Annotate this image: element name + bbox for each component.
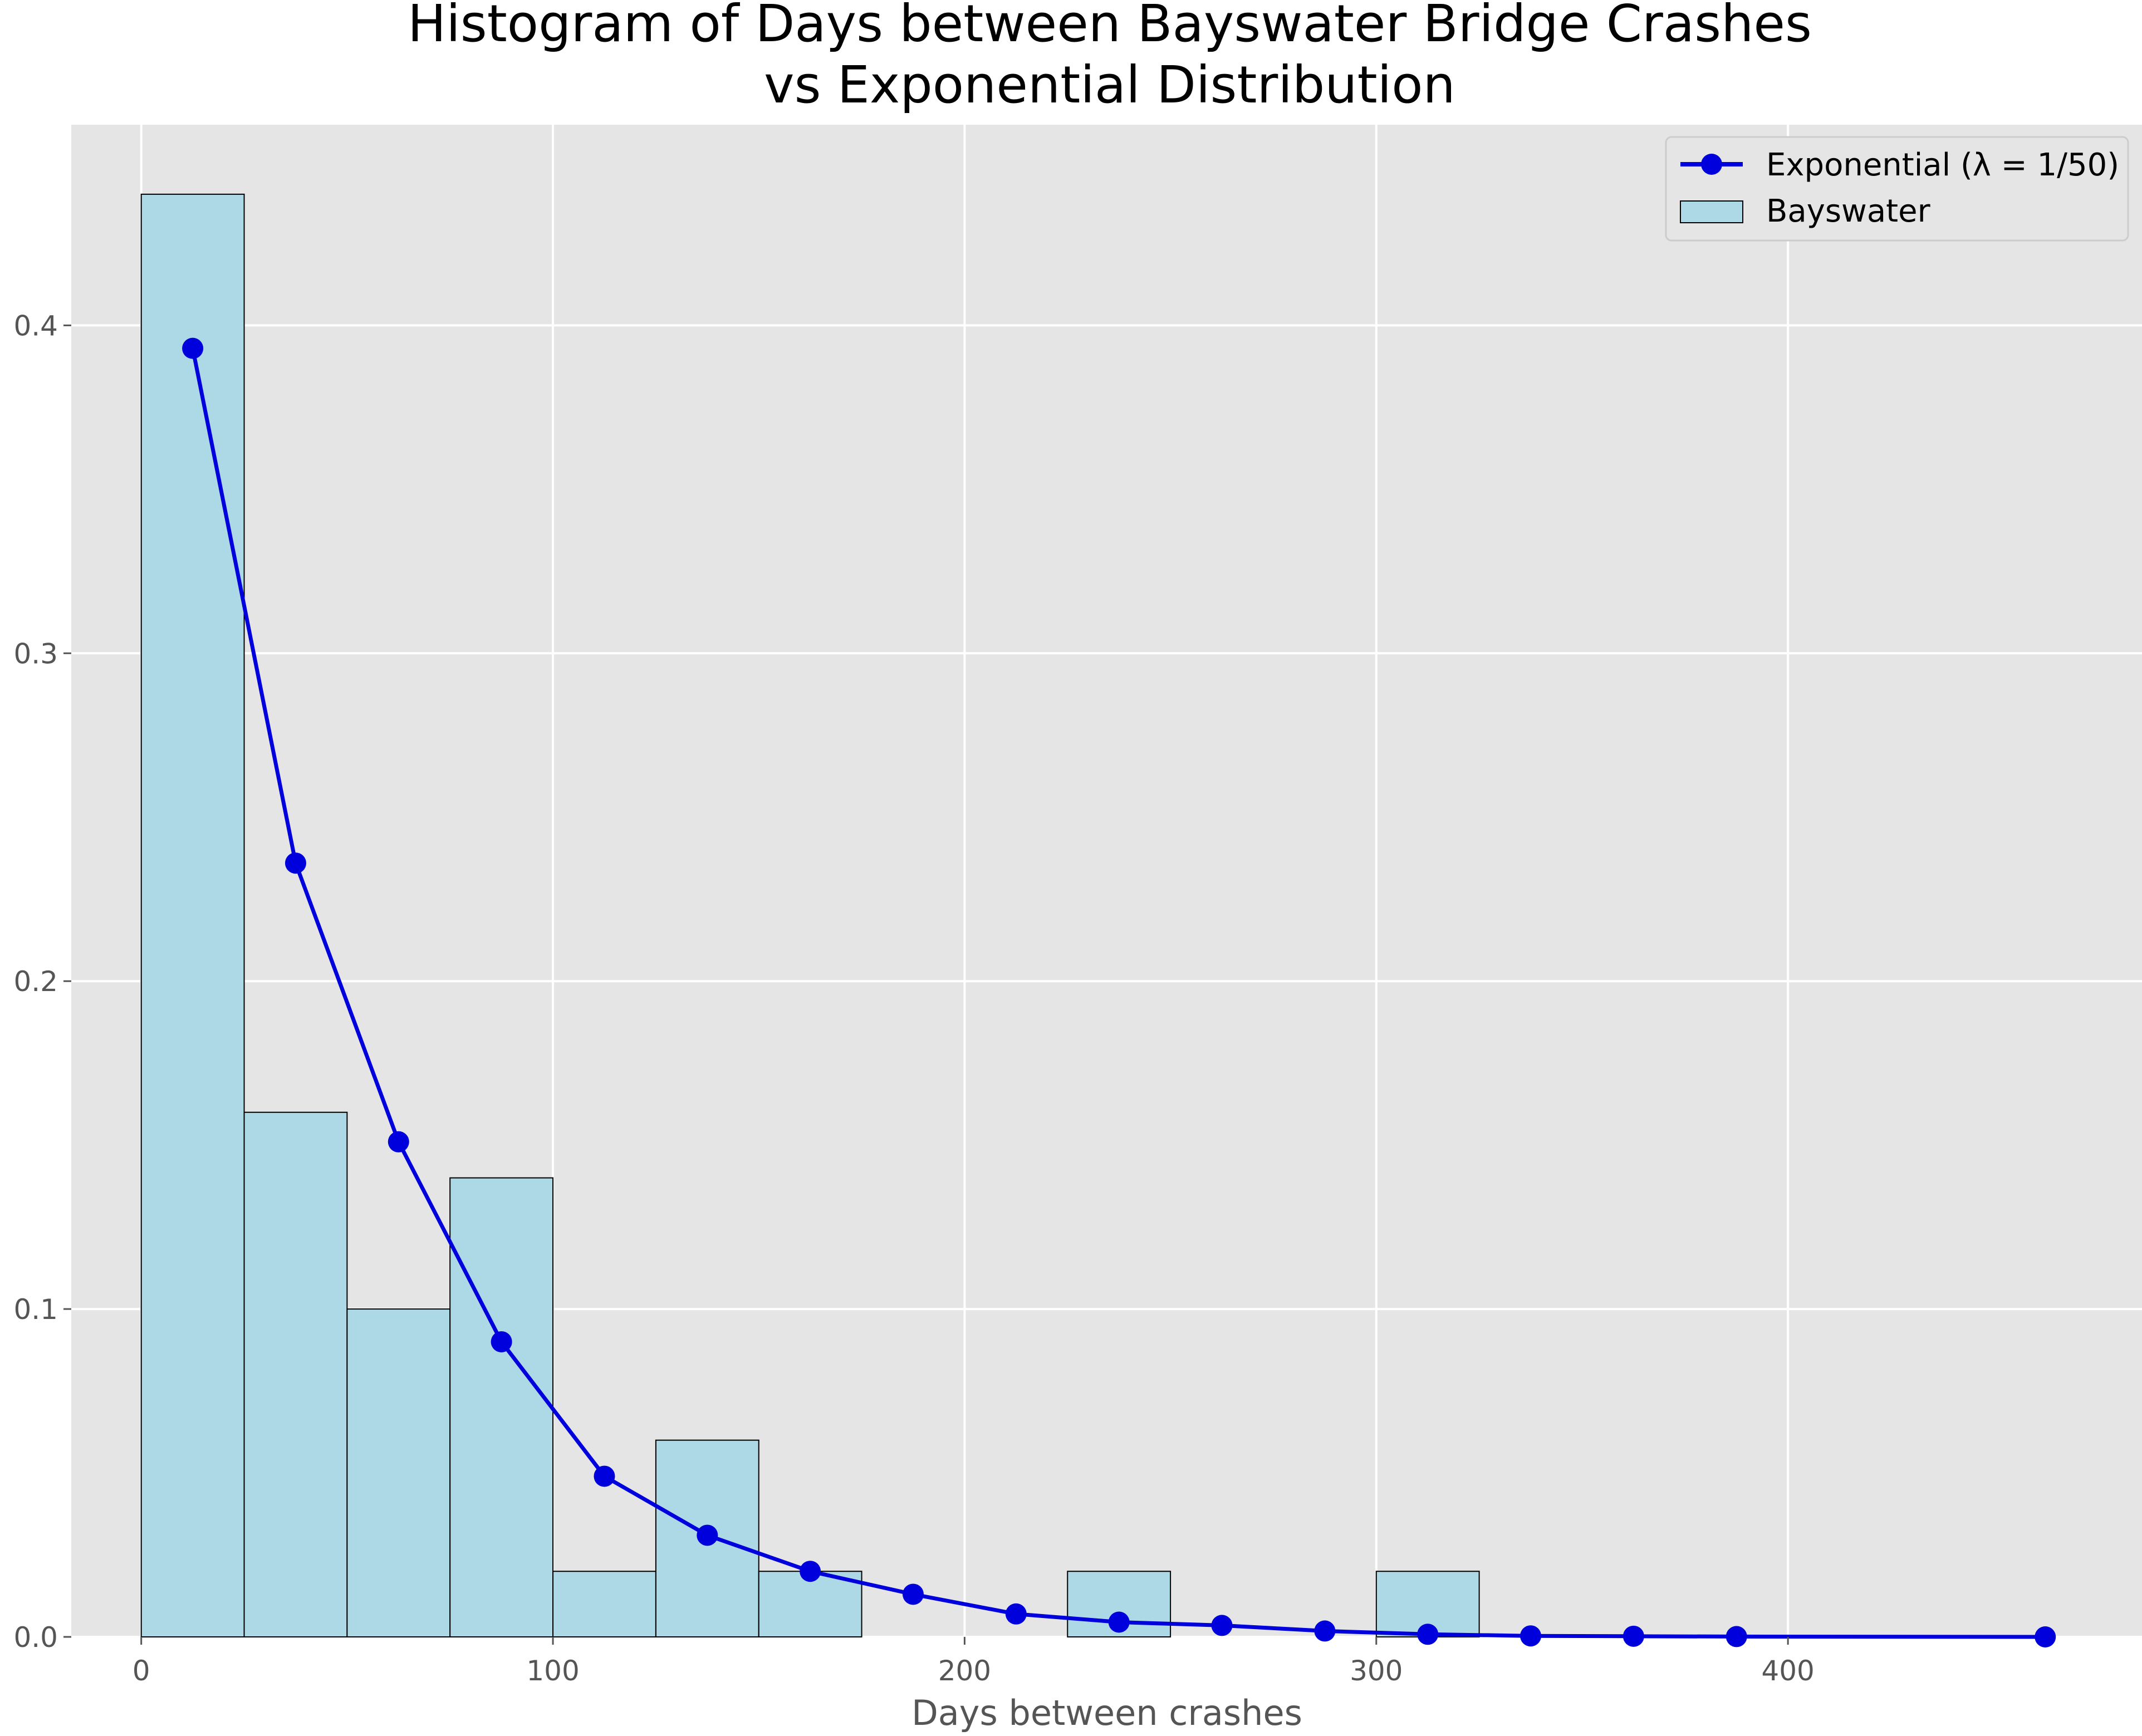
legend-label-exponential: Exponential (λ = 1/50) xyxy=(1766,147,2119,183)
exponential-point xyxy=(2035,1626,2056,1647)
exponential-point xyxy=(1211,1615,1233,1636)
exponential-point xyxy=(1005,1603,1027,1625)
legend: Exponential (λ = 1/50) Bayswater xyxy=(1665,136,2129,242)
chart-title-line2: vs Exponential Distribution xyxy=(764,55,1455,115)
y-tick-label: 0.1 xyxy=(13,1293,58,1326)
exponential-point xyxy=(1623,1625,1644,1647)
y-tick-label: 0.3 xyxy=(13,637,58,670)
exponential-point xyxy=(1417,1624,1439,1645)
exponential-point xyxy=(697,1524,718,1546)
x-tick-label: 400 xyxy=(1761,1655,1814,1687)
legend-marker-swatch xyxy=(1701,154,1722,175)
exponential-point xyxy=(182,337,204,359)
legend-bar-swatch xyxy=(1680,200,1743,223)
histogram-bar xyxy=(552,1571,656,1637)
exponential-point xyxy=(1108,1611,1130,1633)
exponential-point xyxy=(594,1465,615,1487)
histogram-bars xyxy=(140,193,1480,1638)
histogram-bar xyxy=(346,1308,451,1638)
y-tick-label: 0.2 xyxy=(13,965,58,998)
y-tick-label: 0.4 xyxy=(13,310,58,342)
x-axis-label: Days between crashes xyxy=(911,1693,1302,1733)
histogram-bar xyxy=(140,193,245,1638)
histogram-bar xyxy=(449,1177,554,1637)
exponential-point xyxy=(800,1561,821,1582)
axis-ticks: 0 100 200 300 400 0.0 0.1 0.2 0.3 0.4 xyxy=(13,310,1814,1687)
y-tick-label: 0.0 xyxy=(13,1621,58,1654)
exponential-point xyxy=(388,1131,409,1153)
histogram-bar xyxy=(243,1111,348,1637)
x-tick-label: 200 xyxy=(938,1655,991,1687)
exponential-point xyxy=(1520,1625,1542,1647)
chart-title-line1: Histogram of Days between Bayswater Brid… xyxy=(408,0,1812,53)
legend-box xyxy=(1665,136,2129,242)
exponential-point xyxy=(491,1331,512,1352)
exponential-point xyxy=(1726,1626,1747,1647)
x-tick-label: 100 xyxy=(526,1655,579,1687)
exponential-point xyxy=(285,852,306,874)
exponential-series xyxy=(182,337,2056,1647)
legend-label-bayswater: Bayswater xyxy=(1766,193,1931,229)
x-tick-label: 300 xyxy=(1350,1655,1403,1687)
exponential-point xyxy=(902,1583,924,1605)
exponential-point xyxy=(1314,1620,1336,1642)
histogram-bar xyxy=(758,1571,862,1637)
x-tick-label: 0 xyxy=(133,1655,150,1687)
